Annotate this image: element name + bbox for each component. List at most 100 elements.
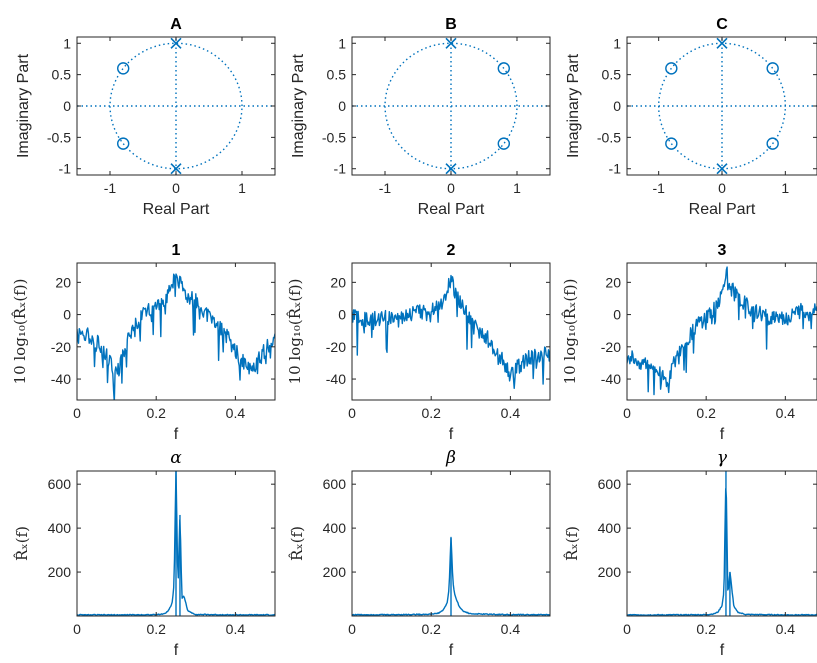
zero-marker — [766, 137, 779, 150]
zero-marker — [665, 137, 678, 150]
zero-marker — [497, 137, 510, 150]
pole-marker — [716, 163, 728, 175]
pole-marker — [445, 37, 457, 49]
y-tick-label: 20 — [605, 274, 621, 290]
y-tick-label: -20 — [326, 339, 346, 355]
x-axis-label: f — [449, 642, 454, 659]
series-line — [352, 536, 550, 616]
plot-area — [77, 471, 275, 616]
y-tick-label: 600 — [323, 476, 347, 492]
y-tick-label: 0 — [613, 98, 621, 114]
x-axis-label: f — [174, 426, 179, 443]
x-tick-label: 0.4 — [776, 621, 796, 637]
x-tick-label: 0.4 — [226, 405, 246, 421]
subplot-title: β — [445, 448, 456, 468]
y-tick-label: 1 — [338, 35, 346, 51]
pole-marker — [716, 37, 728, 49]
x-tick-label: 1 — [513, 180, 521, 196]
x-tick-label: 0.4 — [776, 405, 796, 421]
axes-box — [76, 470, 276, 617]
subplot-3: 0 0.2 0.4 -40 -20 0 20 3 f 10 log₁₀(R̂ₓ(f)) — [561, 242, 817, 443]
plot-area — [352, 37, 550, 175]
subplot-title: 2 — [447, 242, 456, 259]
y-axis-label: Imaginary Part — [290, 53, 307, 158]
x-tick-label: 0 — [348, 621, 356, 637]
y-tick-label: -1 — [334, 161, 347, 177]
zero-marker — [665, 62, 678, 75]
y-tick-label: 20 — [330, 274, 346, 290]
y-axis-label: R̂ₓ(f) — [288, 526, 306, 561]
x-axis-label: Real Part — [418, 201, 485, 218]
x-tick-label: 0.2 — [696, 621, 716, 637]
unit-circle — [384, 42, 518, 170]
x-tick-label: 0.2 — [421, 621, 441, 637]
x-tick-label: 0 — [623, 621, 631, 637]
x-tick-label: -1 — [104, 180, 117, 196]
plot-area — [352, 274, 550, 389]
y-axis-label: 10 log₁₀(R̂ₓ(f)) — [286, 279, 304, 385]
plot-area — [627, 266, 817, 396]
x-tick-label: 0 — [73, 621, 81, 637]
axes-box — [76, 262, 276, 401]
y-tick-label: -0.5 — [597, 129, 621, 145]
zero-marker — [116, 137, 130, 150]
y-axis-label: R̂ₓ(f) — [13, 526, 31, 561]
y-tick-label: 400 — [323, 520, 347, 536]
y-tick-label: -0.5 — [322, 129, 346, 145]
plot-area — [77, 273, 275, 400]
y-tick-label: 0 — [338, 98, 346, 114]
y-tick-label: 0 — [63, 307, 71, 323]
x-tick-label: 0 — [623, 405, 631, 421]
series-line — [352, 274, 550, 389]
subplot-C: -1 0 1 -1 -0.5 0 0.5 1 C Real Part Imaginary Part — [565, 16, 817, 218]
x-tick-label: 0 — [348, 405, 356, 421]
series-line — [627, 266, 817, 396]
x-tick-label: 0.2 — [421, 405, 441, 421]
subplot-title: α — [170, 448, 182, 468]
x-axis-label: f — [720, 642, 725, 659]
plot-area — [77, 37, 275, 175]
y-tick-label: -1 — [609, 161, 622, 177]
x-axis-label: f — [720, 426, 725, 443]
y-tick-label: 1 — [63, 35, 71, 51]
y-tick-label: 20 — [55, 274, 71, 290]
subplot-B: -1 0 1 -1 -0.5 0 0.5 1 B Real Part Imaginary Part — [290, 16, 551, 218]
x-tick-label: 0.4 — [226, 621, 246, 637]
subplot-A: -1 0 1 -1 -0.5 0 0.5 1 A Real Part Imaginary Part — [15, 16, 276, 218]
y-tick-label: 200 — [598, 564, 622, 580]
series-line — [77, 273, 275, 400]
x-tick-label: 0.4 — [501, 405, 521, 421]
unit-circle — [109, 42, 243, 170]
y-axis-label: 10 log₁₀(R̂ₓ(f)) — [11, 279, 29, 385]
plot-area — [352, 536, 550, 616]
y-tick-label: 400 — [48, 520, 72, 536]
y-tick-label: -0.5 — [47, 129, 71, 145]
y-tick-label: 0 — [338, 307, 346, 323]
x-tick-label: 0.2 — [146, 621, 166, 637]
subplot-title: C — [716, 16, 728, 33]
plot-area — [627, 471, 817, 616]
y-tick-label: 600 — [48, 476, 72, 492]
y-axis-label: Imaginary Part — [565, 53, 582, 158]
x-tick-label: 1 — [238, 180, 246, 196]
plot-area — [627, 37, 817, 175]
subplot-title: 3 — [718, 242, 727, 259]
zero-marker — [116, 62, 130, 75]
y-tick-label: -40 — [601, 371, 621, 387]
subplot-beta: 0 0.2 0.4 200 400 600 β f R̂ₓ(f) — [288, 448, 551, 659]
x-tick-label: 0 — [73, 405, 81, 421]
pole-marker — [445, 163, 457, 175]
subplot-gamma: 0 0.2 0.4 200 400 600 γ f R̂ₓ(f) — [563, 448, 817, 659]
y-tick-label: 400 — [598, 520, 622, 536]
x-axis-label: Real Part — [143, 201, 210, 218]
pole-marker — [170, 163, 182, 175]
series-line — [77, 471, 275, 616]
subplot-title: 1 — [172, 242, 181, 259]
subplot-2: 0 0.2 0.4 -40 -20 0 20 2 f 10 log₁₀(R̂ₓ(f)) — [286, 242, 551, 443]
x-tick-label: 1 — [781, 180, 789, 196]
axes-box — [626, 262, 817, 401]
axes-box — [351, 262, 551, 401]
y-axis-label: 10 log₁₀(R̂ₓ(f)) — [561, 279, 579, 385]
x-tick-label: -1 — [379, 180, 392, 196]
